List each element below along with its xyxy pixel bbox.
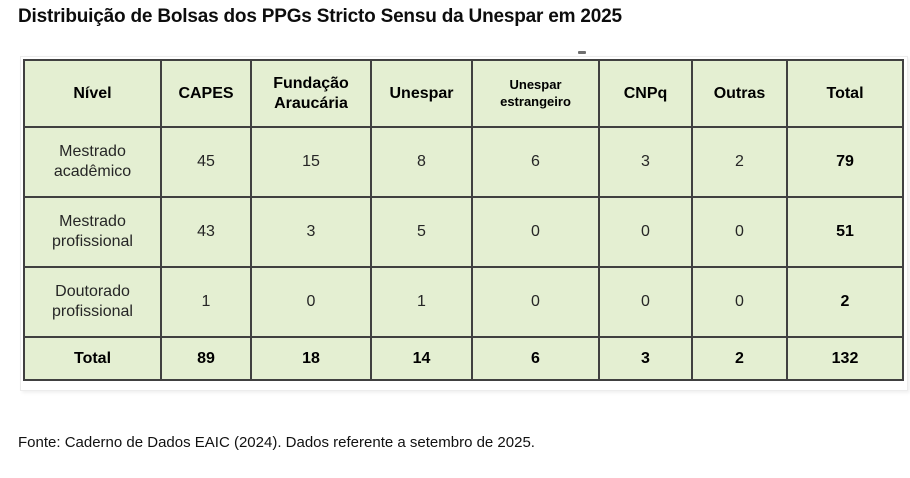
total-cell: 2 [691,336,788,381]
table-row-mestrado-profissional: Mestrado profissional 43 3 5 0 0 0 51 [23,196,904,268]
scholarship-distribution-table: Nível CAPES Fundação Araucária Unespar U… [23,59,904,381]
column-header-fundacao-araucaria: Fundação Araucária [250,59,372,128]
grand-total-cell: 132 [786,336,904,381]
column-header-unespar: Unespar [370,59,473,128]
table-row-doutorado-profissional: Doutorado profissional 1 0 1 0 0 0 2 [23,266,904,338]
table-cell: 3 [250,196,372,268]
total-cell: 14 [370,336,473,381]
total-cell: 3 [598,336,693,381]
total-cell: 18 [250,336,372,381]
column-header-cnpq: CNPq [598,59,693,128]
table-cell: 0 [250,266,372,338]
image-handle-mark [578,51,586,54]
column-header-nivel: Nível [23,59,162,128]
column-header-capes: CAPES [160,59,252,128]
table-cell: 5 [370,196,473,268]
row-label: Mestrado profissional [23,196,162,268]
source-note: Fonte: Caderno de Dados EAIC (2024). Dad… [18,434,535,451]
table-cell: 0 [691,266,788,338]
total-row: Total 89 18 14 6 3 2 132 [23,336,904,381]
row-label: Mestrado acadêmico [23,126,162,198]
page-title: Distribuição de Bolsas dos PPGs Stricto … [18,6,622,27]
table-cell: 0 [471,266,600,338]
row-total-cell: 51 [786,196,904,268]
header-row: Nível CAPES Fundação Araucária Unespar U… [23,59,904,128]
table-cell: 3 [598,126,693,198]
row-total-cell: 2 [786,266,904,338]
table-cell: 6 [471,126,600,198]
column-header-total: Total [786,59,904,128]
total-cell: 89 [160,336,252,381]
table-cell: 43 [160,196,252,268]
row-label: Doutorado profissional [23,266,162,338]
row-total-cell: 79 [786,126,904,198]
table-cell: 0 [691,196,788,268]
table-cell: 0 [598,266,693,338]
column-header-unespar-estrangeiro: Unespar estrangeiro [471,59,600,128]
table-cell: 1 [160,266,252,338]
table-cell: 2 [691,126,788,198]
table-row-mestrado-academico: Mestrado acadêmico 45 15 8 6 3 2 79 [23,126,904,198]
column-header-outras: Outras [691,59,788,128]
table-frame: Nível CAPES Fundação Araucária Unespar U… [20,56,908,391]
table-cell: 45 [160,126,252,198]
table-cell: 0 [598,196,693,268]
total-row-label: Total [23,336,162,381]
total-cell: 6 [471,336,600,381]
table-cell: 1 [370,266,473,338]
table-cell: 15 [250,126,372,198]
table-cell: 8 [370,126,473,198]
table-cell: 0 [471,196,600,268]
